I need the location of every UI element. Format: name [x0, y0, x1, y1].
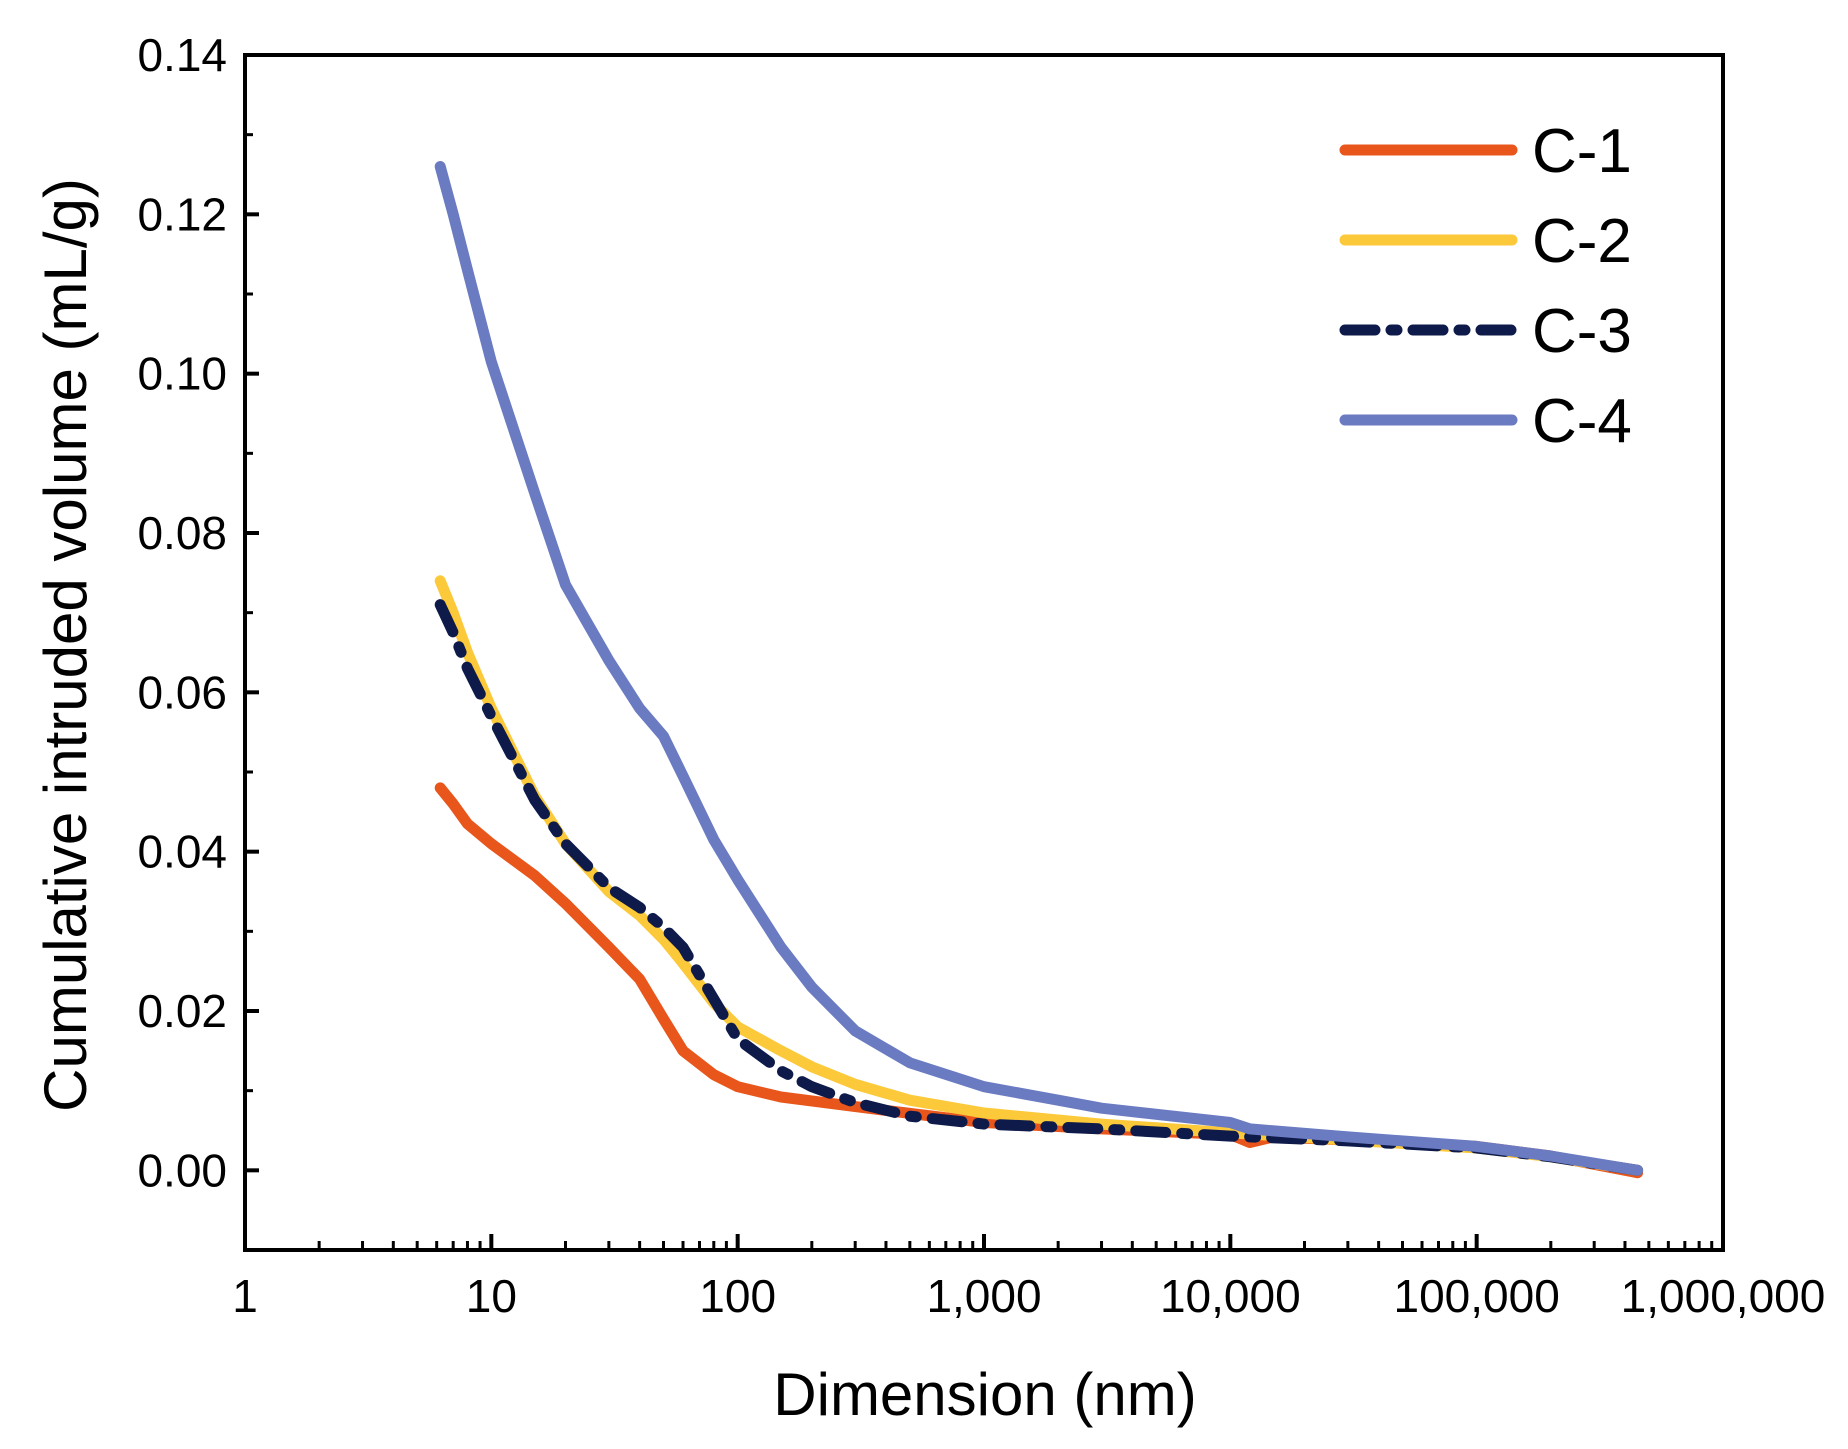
x-tick-label: 10 [466, 1270, 517, 1322]
legend-label-c-1: C-1 [1532, 117, 1632, 186]
x-axis-ticks: 1 10 100 1,000 10,000 100,000 1,000,000 [232, 1234, 1825, 1322]
y-tick-label: 0.02 [137, 985, 227, 1037]
y-axis-ticks: 0.00 0.02 0.04 0.06 0.08 0.10 0.12 0.14 [137, 29, 259, 1196]
series-line-c-4 [434, 161, 1644, 1176]
legend: C-1 C-2 C-3 C-4 [1339, 117, 1632, 456]
series-lines [434, 161, 1644, 1179]
legend-label-c-4: C-4 [1532, 387, 1632, 456]
legend-label-c-3: C-3 [1532, 297, 1632, 366]
y-tick-label: 0.06 [137, 666, 227, 718]
x-tick-label: 1 [232, 1270, 258, 1322]
x-tick-label: 100,000 [1394, 1270, 1560, 1322]
x-axis-label: Dimension (nm) [773, 1361, 1196, 1428]
y-tick-label: 0.12 [137, 188, 227, 240]
series-line-c-3 [434, 599, 1644, 1176]
y-axis-label: Cumulative intruded volume (mL/g) [32, 178, 99, 1112]
x-tick-label: 10,000 [1160, 1270, 1301, 1322]
y-tick-label: 0.10 [137, 348, 227, 400]
x-tick-label: 1,000 [926, 1270, 1041, 1322]
y-tick-label: 0.14 [137, 29, 227, 81]
y-tick-label: 0.08 [137, 507, 227, 559]
y-tick-label: 0.04 [137, 826, 227, 878]
legend-label-c-2: C-2 [1532, 207, 1632, 276]
x-tick-label: 100 [699, 1270, 776, 1322]
x-tick-label: 1,000,000 [1621, 1270, 1826, 1322]
y-tick-label: 0.00 [137, 1144, 227, 1196]
